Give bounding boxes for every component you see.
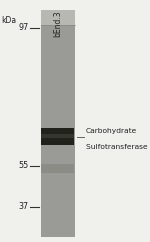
Text: Sulfotransferase 4: Sulfotransferase 4 [85,144,150,150]
Text: 55: 55 [18,161,28,170]
Text: 37: 37 [18,202,28,212]
Text: 97: 97 [18,23,28,32]
Bar [41,134,74,138]
Bar [41,164,74,173]
Text: Carbohydrate: Carbohydrate [85,128,137,134]
Text: bEnd.3: bEnd.3 [53,10,62,37]
Bar [40,10,75,237]
Bar [40,10,75,25]
Bar [41,128,74,145]
Text: kDa: kDa [1,16,16,25]
